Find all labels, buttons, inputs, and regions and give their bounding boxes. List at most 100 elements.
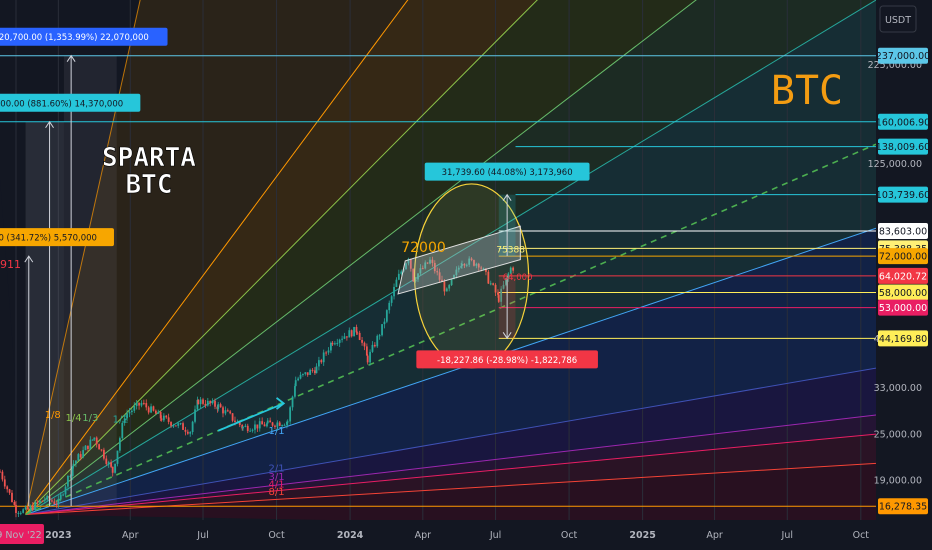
price-level-tag[interactable] — [878, 299, 928, 316]
candle-body — [497, 292, 499, 295]
candle-body — [184, 429, 187, 432]
time-axis-tick: Apr — [122, 530, 139, 541]
candle-body — [105, 458, 108, 464]
gann-fan-ratio-label: 8/1 — [269, 487, 285, 498]
candle-body — [409, 258, 412, 269]
gann-fan-line[interactable] — [25, 0, 876, 515]
candle-body — [191, 421, 194, 433]
candle-body — [55, 504, 58, 506]
candle-body — [145, 403, 148, 408]
price-level-tag[interactable] — [878, 498, 928, 515]
candle-body — [138, 402, 140, 406]
price-level-tag[interactable] — [878, 330, 928, 347]
candle-body — [424, 262, 427, 269]
candle-body — [366, 355, 369, 363]
candle-body — [67, 475, 69, 487]
measurement-label-layer: 220,700.00 (1,353.99%) 22,070,000 137,700… — [0, 27, 598, 369]
candle-body — [110, 462, 112, 467]
gann-fan-line[interactable] — [25, 0, 876, 515]
candle-body — [445, 288, 448, 292]
price-level-tag[interactable] — [878, 47, 928, 64]
candle-body — [140, 402, 143, 406]
candle-body — [343, 336, 346, 339]
price-level-tag[interactable] — [878, 248, 928, 265]
trend-arrow[interactable] — [217, 402, 285, 432]
time-axis-highlight-tag[interactable] — [0, 524, 44, 544]
author-logo-top: SPARTA — [102, 143, 196, 173]
candle-body — [356, 332, 359, 334]
price-level-tag[interactable] — [878, 284, 928, 301]
measure-arrow-head — [24, 255, 34, 263]
price-level-tag[interactable] — [878, 267, 928, 284]
candle-body — [443, 281, 446, 292]
candle-body — [475, 263, 478, 266]
measure-label: 55,700.00 (341.72%) 5,570,000 — [0, 228, 114, 247]
candle-body — [363, 342, 366, 347]
dashed-trendline[interactable] — [25, 143, 876, 516]
currency-button[interactable] — [879, 5, 917, 33]
candle-body — [460, 265, 463, 268]
gann-fan-line[interactable] — [25, 0, 876, 515]
candle-body — [473, 260, 475, 266]
candle-body — [130, 410, 133, 413]
candle-body — [390, 296, 393, 303]
time-axis-bg — [0, 520, 932, 550]
candle-body — [24, 507, 27, 510]
candle-body — [461, 263, 463, 266]
gann-fan-line[interactable] — [25, 0, 876, 515]
candle-body — [196, 399, 199, 410]
candle-body — [274, 425, 276, 427]
candle-body — [256, 424, 259, 429]
candle-body — [46, 495, 49, 500]
candle-body — [29, 505, 32, 510]
candle-body — [299, 374, 302, 379]
candle-body — [111, 466, 114, 473]
candle-body — [261, 421, 264, 425]
candle-body — [152, 406, 155, 411]
price-axis-tick: 25,000.00 — [874, 430, 922, 441]
candle-body — [500, 288, 503, 302]
candle-body — [421, 268, 424, 270]
candle-body — [118, 438, 121, 451]
candle-body — [407, 258, 410, 264]
time-axis-tick: 2023 — [45, 530, 71, 541]
candle-body — [502, 284, 505, 289]
candle-body — [381, 324, 383, 336]
candle-body — [378, 335, 381, 337]
price-level-tag[interactable] — [878, 113, 928, 130]
gann-fan-line[interactable] — [25, 367, 876, 515]
candle-body — [79, 454, 82, 458]
price-level-tag[interactable] — [878, 186, 928, 203]
candle-body — [361, 339, 363, 343]
candle-body — [306, 372, 309, 375]
price-axis-tick: 125,000.00 — [868, 159, 922, 170]
candle-body — [494, 284, 497, 293]
candle-body — [455, 269, 458, 276]
candle-body — [507, 273, 510, 279]
price-channel[interactable] — [397, 225, 521, 295]
candle-body — [393, 286, 395, 297]
candle-body — [314, 370, 316, 374]
chart-annotation: 64,000 — [503, 273, 533, 283]
price-level-tag[interactable] — [878, 138, 928, 155]
time-axis-tick: Apr — [706, 530, 723, 541]
price-level-tag[interactable] — [878, 222, 928, 239]
gann-fan-line[interactable] — [25, 414, 876, 515]
candle-body — [77, 454, 80, 461]
measure-label-text: 55,700.00 (341.72%) 5,570,000 — [0, 234, 97, 244]
candle-body — [91, 439, 94, 441]
candle-body — [27, 507, 29, 510]
candle-body — [400, 271, 403, 274]
gann-fan-line[interactable] — [25, 433, 876, 515]
candle-body — [365, 346, 368, 356]
candle-body — [159, 411, 162, 419]
candle-body — [71, 465, 74, 476]
candle-body — [214, 400, 216, 407]
candle-body — [333, 343, 336, 345]
candle-body — [338, 339, 341, 343]
candle-body — [263, 424, 266, 427]
candle-body — [388, 302, 391, 311]
